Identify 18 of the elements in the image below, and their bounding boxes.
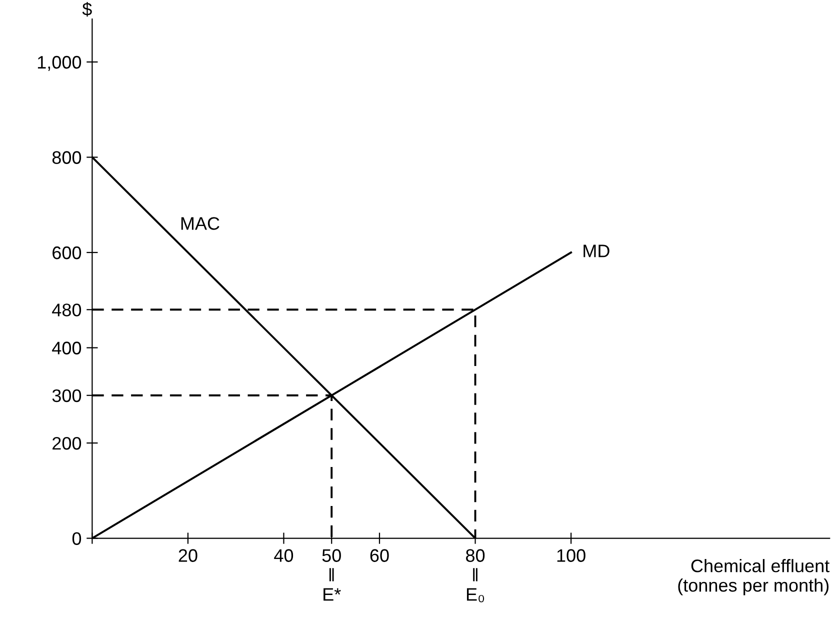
series-label: MAC [181,217,220,230]
y-tick-label: 600 [52,246,82,260]
x-tick-label: 80 ‖ E₀ [466,549,485,602]
y-tick-label: 200 [52,436,82,450]
x-axis-title: Chemical effluent (tonnes per month) [678,559,830,596]
x-tick-label: 50 ‖ E* [322,549,341,601]
y-tick-label: 1,000 [38,56,82,71]
y-axis-title: $ [82,2,92,17]
series-label: MD [584,244,610,258]
y-tick-label: 800 [52,151,82,164]
y-tick-label: 0 [72,532,82,545]
x-tick-label: 100 [557,549,586,562]
x-tick-label: 60 [370,549,389,562]
y-tick-label: 480 [52,304,82,316]
y-tick-label: 300 [52,389,82,402]
x-tick-label: 20 [178,549,198,562]
x-tick-label: 40 [274,549,294,562]
y-tick-label: 400 [52,342,82,354]
